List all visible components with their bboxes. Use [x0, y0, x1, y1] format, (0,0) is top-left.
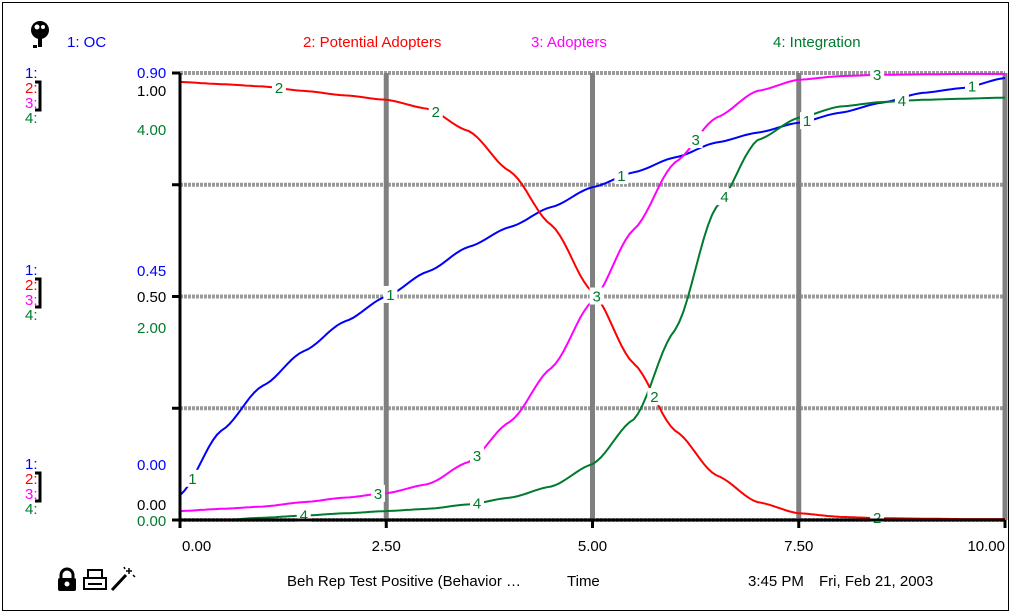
- y-top-value-2: 1.00: [137, 83, 166, 100]
- pin-icon[interactable]: [31, 21, 49, 48]
- y-mid-label-3: 3:: [25, 292, 38, 309]
- y-scale-mid: 1: 2: 3: 4: 0.45 0.50 2.00: [25, 262, 166, 337]
- series-marker-4: 4: [720, 189, 728, 206]
- magic-wand-icon[interactable]: [110, 566, 136, 592]
- series-marker-bg: [428, 103, 443, 121]
- y-top-value-1: 0.90: [137, 65, 166, 82]
- y-scale-bottom: 1: 2: 3: 4: 0.00 0.00 0.00: [25, 456, 166, 530]
- y-bot-value-1: 0.00: [137, 457, 166, 474]
- y-bot-label-1: 1:: [25, 456, 38, 473]
- legend-oc: 1: OC: [67, 34, 106, 51]
- lock-icon[interactable]: [58, 567, 76, 591]
- series-line-1: [179, 77, 1006, 496]
- series-marker-2: 2: [432, 104, 440, 121]
- series-line-4: [180, 96, 1006, 521]
- series-marker-2: 2: [650, 389, 658, 406]
- y-top-bracket: [35, 80, 42, 112]
- legend-integration: 4: Integration: [773, 34, 861, 51]
- y-bot-value-3: 0.00: [137, 497, 166, 514]
- series-marker-bg: [185, 469, 200, 487]
- x-tick-label: 7.50: [784, 538, 813, 555]
- series-marker-1: 1: [803, 113, 811, 130]
- y-scale-top: 1: 2: 3: 4: 0.90 1.00 4.00: [25, 65, 166, 139]
- series-marker-3: 3: [374, 486, 382, 503]
- series-marker-bg: [647, 388, 662, 406]
- footer-date: Fri, Feb 21, 2003: [819, 573, 933, 590]
- y-mid-bracket: [35, 277, 42, 309]
- series-marker-bg: [383, 285, 398, 303]
- y-mid-value-1: 0.45: [137, 263, 166, 280]
- series-marker-4: 4: [300, 508, 308, 525]
- series-marker-3: 3: [473, 448, 481, 465]
- y-bot-value-4: 0.00: [137, 513, 166, 530]
- y-mid-value-4: 2.00: [137, 320, 166, 337]
- y-top-label-4: 4:: [25, 110, 38, 127]
- y-bot-label-2: 2:: [25, 471, 38, 488]
- series-marker-1: 1: [188, 471, 196, 488]
- y-mid-label-4: 4:: [25, 307, 38, 324]
- series-marker-bg: [589, 287, 604, 305]
- series-marker-bg: [272, 79, 286, 97]
- series-marker-bg: [614, 167, 629, 185]
- series-marker-bg: [870, 509, 885, 527]
- footer-xaxis-label: Time: [567, 573, 600, 590]
- series-marker-bg: [371, 484, 385, 502]
- series-marker-bg: [470, 446, 484, 464]
- series-marker-3: 3: [691, 132, 699, 149]
- y-mid-value-2: 0.50: [137, 289, 166, 306]
- footer-title: Beh Rep Test Positive (Behavior …: [287, 573, 521, 590]
- series-marker-1: 1: [617, 168, 625, 185]
- x-tick-labels: 0.00 2.50 5.00 7.50 10.00: [182, 538, 1005, 555]
- series-marker-3: 3: [592, 289, 600, 306]
- x-tick-label: 0.00: [182, 538, 211, 555]
- legend-potential-adopters: 2: Potential Adopters: [303, 34, 441, 51]
- y-bot-label-4: 4:: [25, 501, 38, 518]
- y-top-label-2: 2:: [25, 80, 38, 97]
- y-bot-bracket: [35, 471, 42, 503]
- y-bot-label-3: 3:: [25, 486, 38, 503]
- y-top-label-1: 1:: [25, 65, 38, 82]
- series-marker-4: 4: [898, 93, 906, 110]
- series-marker-bg: [870, 65, 885, 83]
- print-icon[interactable]: [83, 569, 107, 590]
- y-mid-label-2: 2:: [25, 277, 38, 294]
- series-marker-1: 1: [968, 78, 976, 95]
- series-marker-bg: [894, 91, 909, 109]
- y-mid-label-1: 1:: [25, 262, 38, 279]
- footer-time: 3:45 PM: [748, 573, 804, 590]
- series-marker-bg: [965, 77, 979, 95]
- legend-adopters: 3: Adopters: [531, 34, 607, 51]
- y-top-value-4: 4.00: [137, 122, 166, 139]
- series-marker-2: 2: [275, 80, 283, 97]
- series-marker-bg: [688, 131, 703, 149]
- x-tick-label: 10.00: [967, 538, 1005, 555]
- axes: [172, 71, 1007, 528]
- x-tick-label: 2.50: [372, 538, 401, 555]
- series-marker-1: 1: [386, 287, 394, 304]
- series-marker-bg: [800, 112, 814, 130]
- series-marker-bg: [470, 494, 484, 512]
- y-top-label-3: 3:: [25, 95, 38, 112]
- series-marker-4: 4: [473, 495, 481, 512]
- series-marker-bg: [717, 188, 732, 206]
- series-markers: 111112222333334444: [185, 65, 979, 527]
- series-marker-3: 3: [873, 67, 881, 84]
- x-tick-label: 5.00: [578, 538, 607, 555]
